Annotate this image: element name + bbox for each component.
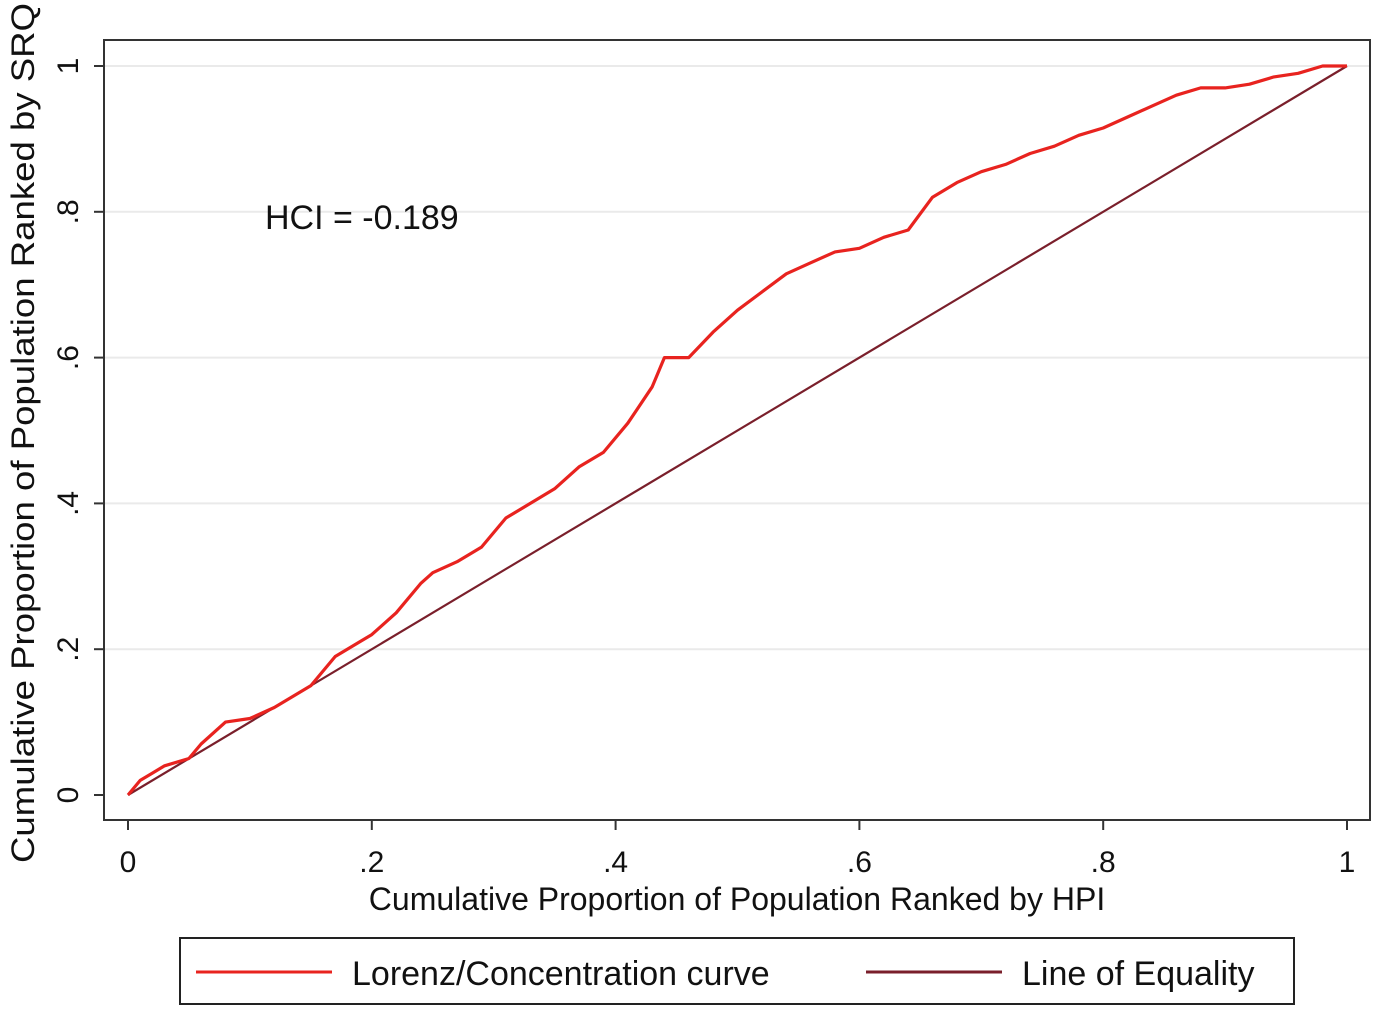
x-axis-title: Cumulative Proportion of Population Rank… (369, 881, 1105, 917)
y-tick-label-2: .4 (52, 491, 85, 516)
series-line-of-equality (127, 65, 1348, 796)
series-lorenz-curve (126, 64, 1347, 797)
y-tick-label-3: .6 (52, 345, 85, 370)
x-tick-label-4: .8 (1091, 846, 1116, 879)
axis-ticks: 0 .2 .4 .6 .8 1 0 .2 .4 .6 .8 1 (52, 58, 1355, 879)
x-tick-label-5: 1 (1339, 846, 1356, 879)
y-tick-label-4: .8 (52, 199, 85, 224)
y-tick-label-5: 1 (52, 58, 85, 75)
grid (105, 65, 1369, 651)
x-tick-label-3: .6 (847, 846, 872, 879)
y-axis-title: Cumulative Proportion of Population Rank… (5, 3, 41, 863)
x-tick-label-0: 0 (120, 846, 137, 879)
series-layer (126, 64, 1348, 797)
hci-annotation: HCI = -0.189 (265, 199, 459, 237)
x-tick-label-1: .2 (359, 846, 384, 879)
x-tick-label-2: .4 (603, 846, 628, 879)
legend: Lorenz/Concentration curve Line of Equal… (179, 937, 1295, 1005)
y-tick-label-1: .2 (52, 637, 85, 662)
legend-box (179, 937, 1295, 1005)
legend-label-equality: Line of Equality (1022, 955, 1255, 993)
y-tick-label-0: 0 (52, 787, 85, 804)
legend-label-lorenz: Lorenz/Concentration curve (352, 955, 770, 993)
